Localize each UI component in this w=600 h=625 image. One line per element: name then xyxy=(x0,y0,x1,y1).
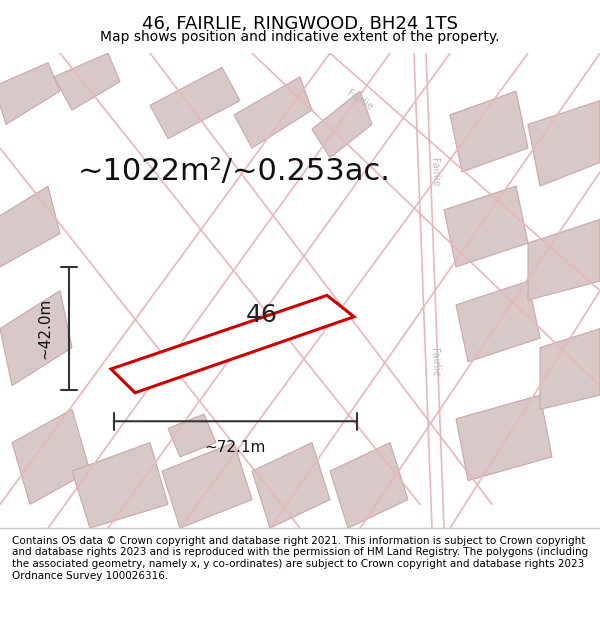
Polygon shape xyxy=(0,62,60,124)
Text: 46: 46 xyxy=(246,303,278,327)
Polygon shape xyxy=(456,281,540,362)
Polygon shape xyxy=(162,442,252,528)
Text: ~72.1m: ~72.1m xyxy=(205,440,266,455)
Polygon shape xyxy=(234,77,312,148)
Text: 46, FAIRLIE, RINGWOOD, BH24 1TS: 46, FAIRLIE, RINGWOOD, BH24 1TS xyxy=(142,15,458,33)
Polygon shape xyxy=(168,414,216,457)
Polygon shape xyxy=(0,186,60,267)
Text: Fairlie: Fairlie xyxy=(429,157,441,187)
Polygon shape xyxy=(12,409,90,504)
Polygon shape xyxy=(450,91,528,172)
Polygon shape xyxy=(252,442,330,528)
Text: Contains OS data © Crown copyright and database right 2021. This information is : Contains OS data © Crown copyright and d… xyxy=(12,536,588,581)
Polygon shape xyxy=(150,68,240,139)
Polygon shape xyxy=(330,442,408,528)
Text: ~1022m²/~0.253ac.: ~1022m²/~0.253ac. xyxy=(78,158,391,186)
Polygon shape xyxy=(312,91,372,158)
Polygon shape xyxy=(456,395,552,481)
Polygon shape xyxy=(111,296,354,392)
Polygon shape xyxy=(528,219,600,300)
Polygon shape xyxy=(444,186,528,267)
Polygon shape xyxy=(72,442,168,528)
Text: ~42.0m: ~42.0m xyxy=(38,298,53,359)
Polygon shape xyxy=(528,101,600,186)
Text: Fairlie: Fairlie xyxy=(429,347,441,377)
Polygon shape xyxy=(0,291,72,386)
Text: Fairlie: Fairlie xyxy=(345,89,375,112)
Text: Map shows position and indicative extent of the property.: Map shows position and indicative extent… xyxy=(100,29,500,44)
Polygon shape xyxy=(540,329,600,409)
Polygon shape xyxy=(54,53,120,110)
